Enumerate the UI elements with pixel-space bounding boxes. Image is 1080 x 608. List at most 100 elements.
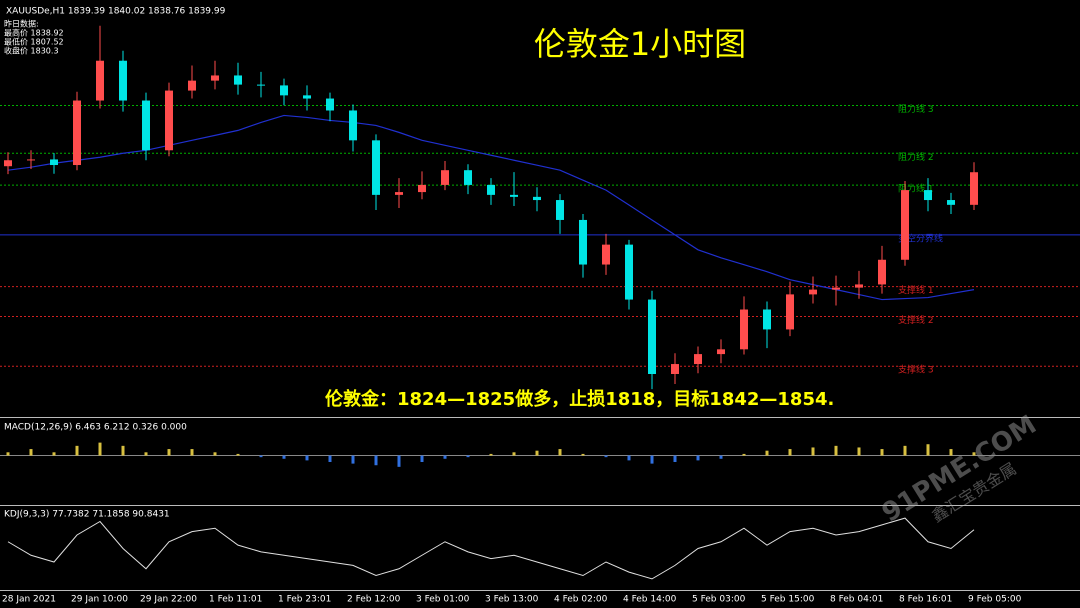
candle-body [234,75,242,85]
kdj-line [7,517,975,580]
macd-bar [29,449,33,456]
macd-bar [903,445,907,456]
macd-bar [811,447,815,456]
x-tick-label: 1 Feb 23:01 [278,595,331,605]
x-tick-label: 29 Jan 22:00 [140,595,197,605]
macd-bar [121,445,125,456]
candle-body [809,289,817,295]
candle-body [50,159,58,166]
macd-bar [558,449,562,456]
candle-body [832,287,840,290]
macd-bar [972,452,976,456]
macd-bar [420,455,424,462]
macd-bar [673,455,677,462]
macd-bar [696,455,700,461]
candle-body [119,60,127,101]
macd-bar [742,453,746,456]
macd-bar [328,455,332,462]
chart-title: 伦敦金1小时图 [534,25,746,63]
macd-bar [788,449,792,456]
candle-body [947,200,955,205]
candle-body [280,85,288,96]
candle-body [441,170,449,185]
macd-bar [604,455,608,458]
macd-bar [880,449,884,456]
x-tick-label: 4 Feb 02:00 [554,595,608,605]
candle-body [303,95,311,99]
macd-bar [581,453,585,456]
candle-body [73,100,81,166]
macd-bar [52,452,56,456]
macd-bar [144,452,148,456]
header: XAUUSDe,H1 1839.39 1840.02 1838.76 1839.… [6,7,226,17]
candle-body [602,244,610,265]
x-tick-label: 9 Feb 05:00 [968,595,1022,605]
annotation: 伦敦金：1824—1825做多，止损1818，目标1842—1854. [325,388,834,410]
level-label: 支撑线 2 [898,314,934,326]
info-line: 收盘价 1830.3 [4,46,59,56]
macd-bar [236,453,240,456]
level-label: 多空分界线 [898,232,943,244]
candle-body [142,100,150,151]
x-tick-label: 5 Feb 15:00 [761,595,815,605]
level-label: 阻力线 3 [898,103,934,115]
x-tick-label: 3 Feb 01:00 [416,595,470,605]
level-label: 阻力线 2 [898,151,934,163]
candle-body [464,170,472,185]
candle-body [188,80,196,91]
candle-body [579,219,587,265]
candle-body [878,259,886,285]
candle-body [855,284,863,288]
info-line: 最高价 1838.92 [4,28,64,38]
candle-body [211,75,219,81]
x-tick-label: 5 Feb 03:00 [692,595,746,605]
candle-body [487,184,495,195]
macd-bar [443,455,447,459]
macd-bar [167,449,171,456]
macd-bar [512,452,516,456]
candle-body [671,364,679,374]
candle-body [648,299,656,374]
macd-bar [627,455,631,461]
x-tick-label: 29 Jan 10:00 [71,595,128,605]
candle-body [740,309,748,350]
x-tick-label: 8 Feb 04:01 [830,595,883,605]
x-tick-label: 4 Feb 14:00 [623,595,677,605]
macd-bar [305,455,309,461]
macd-bar [6,452,10,456]
candle-body [418,184,426,193]
candle-body [326,98,334,111]
macd-bar [535,450,539,456]
x-tick-label: 28 Jan 2021 [2,595,56,605]
candle-body [717,349,725,355]
macd-bar [650,455,654,464]
info-line: 昨日数据: [4,19,39,29]
candle-body [786,294,794,330]
macd-bar [926,444,930,456]
candle-body [4,160,12,167]
candle-body [257,84,265,86]
candle-body [901,190,909,260]
macd-bar [259,455,263,458]
candle-body [625,244,633,300]
kdj-title: KDJ(9,3,3) 77.7382 71.1858 90.8431 [4,510,170,520]
candle-body [510,194,518,197]
candle-body [970,172,978,205]
x-tick-label: 2 Feb 12:00 [347,595,401,605]
candle-body [533,196,541,201]
macd-bar [190,449,194,456]
macd-bar [949,449,953,456]
macd-bar [98,442,102,456]
candle-body [96,60,104,101]
candle-body [165,90,173,151]
candle-body [763,309,771,330]
x-tick-label: 1 Feb 11:01 [209,595,262,605]
candle-body [27,159,35,161]
macd-bar [397,455,401,467]
macd-bar [489,453,493,456]
macd-bar [857,447,861,456]
macd-bar [374,455,378,466]
level-label: 支撑线 1 [898,284,934,296]
